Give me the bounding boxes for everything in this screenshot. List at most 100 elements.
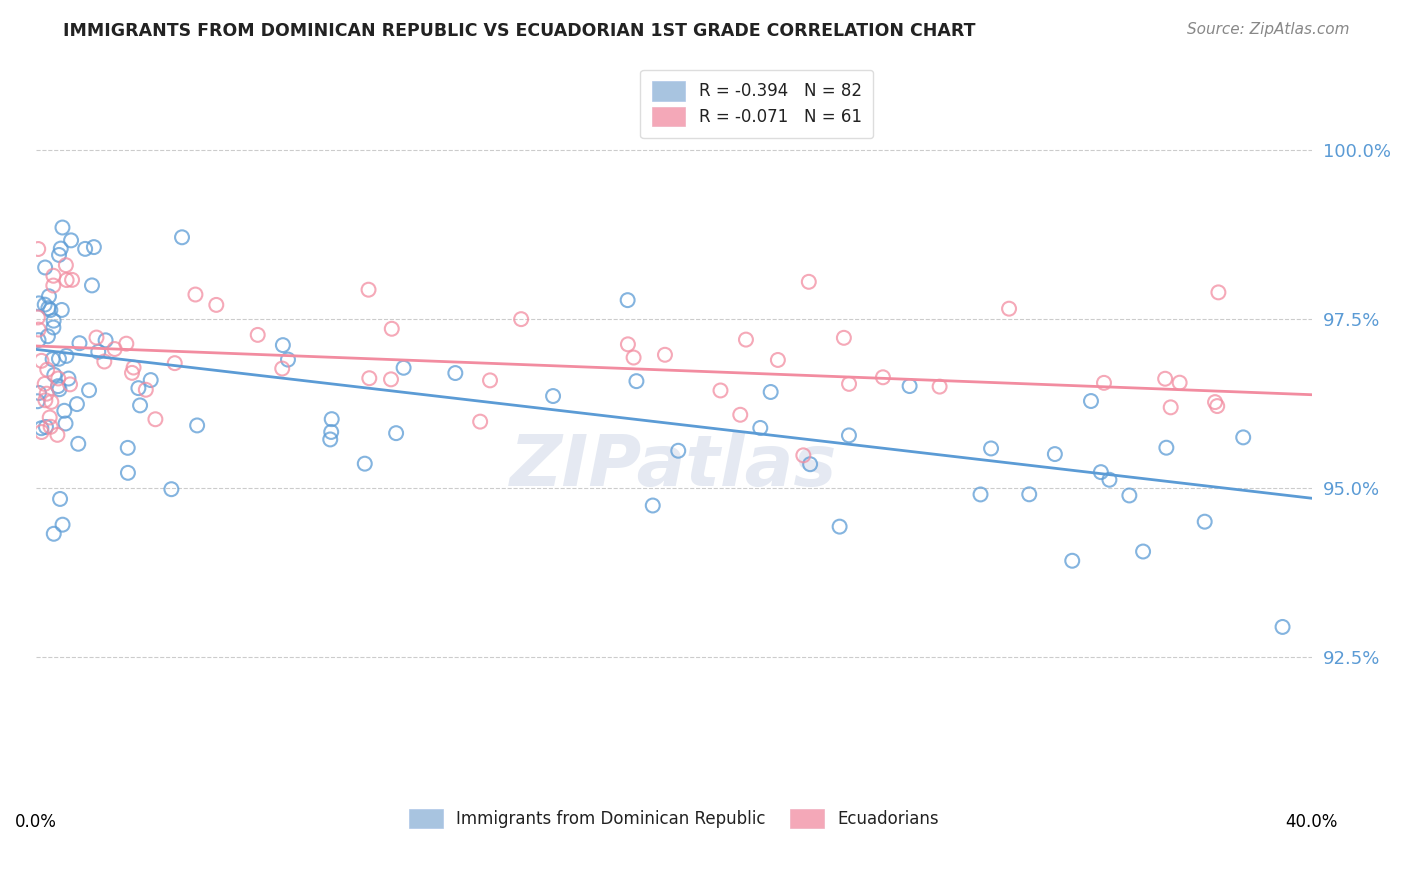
- Point: [832, 331, 855, 345]
- Point: [1206, 399, 1229, 413]
- Point: [55, 273, 77, 287]
- Point: [31, 353, 53, 368]
- Point: [1090, 465, 1112, 479]
- Point: [1154, 372, 1177, 386]
- Point: [163, 356, 186, 370]
- Point: [37, 301, 59, 315]
- Point: [1132, 544, 1154, 558]
- Point: [60, 273, 83, 287]
- Point: [838, 376, 860, 391]
- Point: [898, 379, 921, 393]
- Point: [766, 353, 789, 368]
- Point: [392, 360, 415, 375]
- Point: [510, 312, 533, 326]
- Point: [928, 379, 950, 393]
- Point: [1168, 376, 1191, 390]
- Point: [1204, 395, 1226, 409]
- Point: [60, 233, 83, 247]
- Point: [381, 322, 404, 336]
- Text: 0.0%: 0.0%: [15, 813, 56, 831]
- Point: [623, 351, 645, 365]
- Point: [735, 333, 758, 347]
- Point: [35, 420, 58, 434]
- Point: [129, 398, 152, 412]
- Point: [28, 386, 51, 401]
- Point: [86, 330, 108, 344]
- Point: [42, 268, 65, 283]
- Point: [80, 278, 103, 293]
- Point: [83, 240, 105, 254]
- Point: [1098, 473, 1121, 487]
- Point: [319, 433, 342, 447]
- Point: [479, 373, 502, 387]
- Point: [139, 373, 162, 387]
- Point: [617, 337, 640, 351]
- Point: [39, 303, 62, 318]
- Point: [94, 334, 117, 348]
- Point: [122, 360, 145, 375]
- Point: [27, 322, 49, 336]
- Point: [616, 293, 638, 307]
- Point: [626, 374, 648, 388]
- Point: [39, 419, 62, 434]
- Point: [709, 384, 731, 398]
- Point: [46, 379, 69, 393]
- Point: [641, 499, 664, 513]
- Point: [666, 443, 689, 458]
- Point: [66, 397, 89, 411]
- Point: [75, 242, 97, 256]
- Text: ZIPatlas: ZIPatlas: [510, 433, 838, 501]
- Point: [55, 417, 77, 431]
- Point: [34, 376, 56, 391]
- Point: [980, 442, 1002, 456]
- Point: [42, 278, 65, 293]
- Text: 40.0%: 40.0%: [1285, 813, 1339, 831]
- Point: [93, 354, 115, 368]
- Point: [277, 352, 299, 367]
- Point: [1194, 515, 1216, 529]
- Point: [115, 336, 138, 351]
- Point: [1156, 441, 1178, 455]
- Point: [246, 327, 269, 342]
- Point: [58, 371, 80, 385]
- Point: [135, 383, 157, 397]
- Text: IMMIGRANTS FROM DOMINICAN REPUBLIC VS ECUADORIAN 1ST GRADE CORRELATION CHART: IMMIGRANTS FROM DOMINICAN REPUBLIC VS EC…: [63, 22, 976, 40]
- Point: [1118, 488, 1140, 502]
- Point: [37, 329, 59, 343]
- Point: [77, 383, 100, 397]
- Point: [27, 394, 49, 409]
- Point: [55, 349, 77, 363]
- Point: [1080, 394, 1102, 409]
- Point: [321, 425, 343, 439]
- Point: [1092, 376, 1115, 390]
- Point: [27, 242, 49, 256]
- Point: [1271, 620, 1294, 634]
- Point: [797, 275, 820, 289]
- Point: [385, 426, 408, 441]
- Point: [41, 352, 63, 367]
- Point: [34, 298, 56, 312]
- Point: [49, 491, 72, 506]
- Point: [160, 482, 183, 496]
- Point: [49, 242, 72, 256]
- Point: [55, 258, 77, 272]
- Point: [828, 519, 851, 533]
- Point: [1018, 487, 1040, 501]
- Point: [87, 344, 110, 359]
- Point: [48, 351, 70, 366]
- Point: [69, 336, 91, 351]
- Point: [184, 287, 207, 301]
- Point: [145, 412, 167, 426]
- Point: [27, 310, 49, 325]
- Point: [205, 298, 228, 312]
- Point: [42, 314, 65, 328]
- Point: [30, 421, 52, 435]
- Point: [321, 412, 343, 426]
- Point: [37, 362, 59, 376]
- Point: [27, 333, 49, 347]
- Point: [1208, 285, 1230, 300]
- Point: [380, 372, 402, 386]
- Point: [170, 230, 193, 244]
- Legend: Immigrants from Dominican Republic, Ecuadorians: Immigrants from Dominican Republic, Ecua…: [402, 803, 945, 835]
- Point: [759, 384, 782, 399]
